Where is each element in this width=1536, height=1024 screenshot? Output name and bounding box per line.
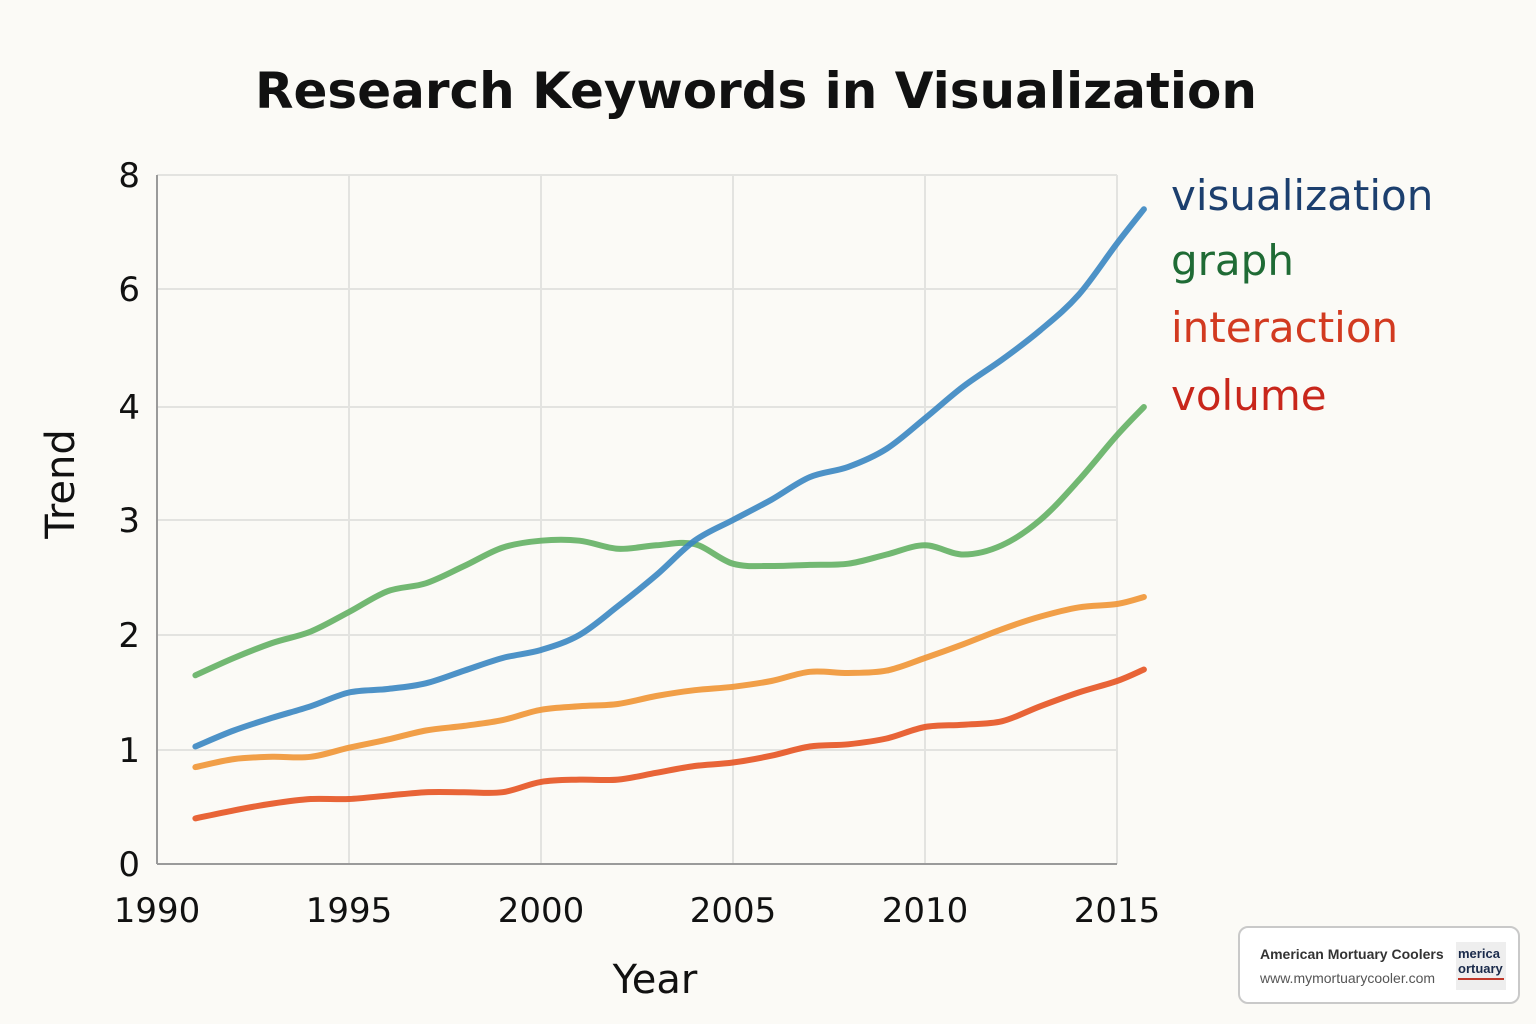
y-tick-label: 6 [118, 270, 140, 310]
series-line-volume [192, 666, 1147, 822]
x-tick-label: 1990 [114, 891, 201, 931]
x-tick-label: 2015 [1074, 891, 1161, 931]
x-tick-label: 1995 [306, 891, 393, 931]
series-label-interaction: interaction [1171, 303, 1398, 352]
company-logo-icon: merica ortuary [1456, 942, 1506, 990]
series-line-visualization [192, 206, 1147, 750]
axes [156, 175, 1117, 865]
watermark-url: www.mymortuarycooler.com [1260, 970, 1436, 986]
y-tick-labels: 0 1 2 3 4 6 8 [118, 156, 140, 885]
watermark-badge: American Mortuary Coolers www.mymortuary… [1238, 926, 1520, 1004]
series-label-graph: graph [1171, 236, 1294, 285]
y-tick-label: 0 [118, 845, 140, 885]
series-line-graph [192, 404, 1147, 679]
series-labels: visualization graph interaction volume [1171, 171, 1433, 420]
series-label-visualization: visualization [1171, 171, 1433, 220]
x-axis-label: Year [612, 957, 698, 1003]
series-label-volume: volume [1171, 371, 1327, 420]
grid [157, 174, 1118, 864]
y-tick-label: 1 [118, 731, 140, 771]
x-tick-label: 2010 [882, 891, 969, 931]
y-tick-label: 4 [118, 388, 140, 428]
x-tick-label: 2005 [690, 891, 777, 931]
y-axis-label: Trend [38, 429, 84, 539]
chart-title: Research Keywords in Visualization [255, 62, 1257, 120]
series-lines [192, 206, 1147, 822]
x-tick-labels: 1990 1995 2000 2005 2010 2015 [114, 891, 1161, 931]
y-tick-label: 2 [118, 616, 140, 656]
y-tick-label: 8 [118, 156, 140, 196]
y-tick-label: 3 [118, 501, 140, 541]
x-tick-label: 2000 [498, 891, 585, 931]
watermark-company-name: American Mortuary Coolers [1260, 946, 1444, 962]
series-line-interaction [192, 594, 1147, 771]
